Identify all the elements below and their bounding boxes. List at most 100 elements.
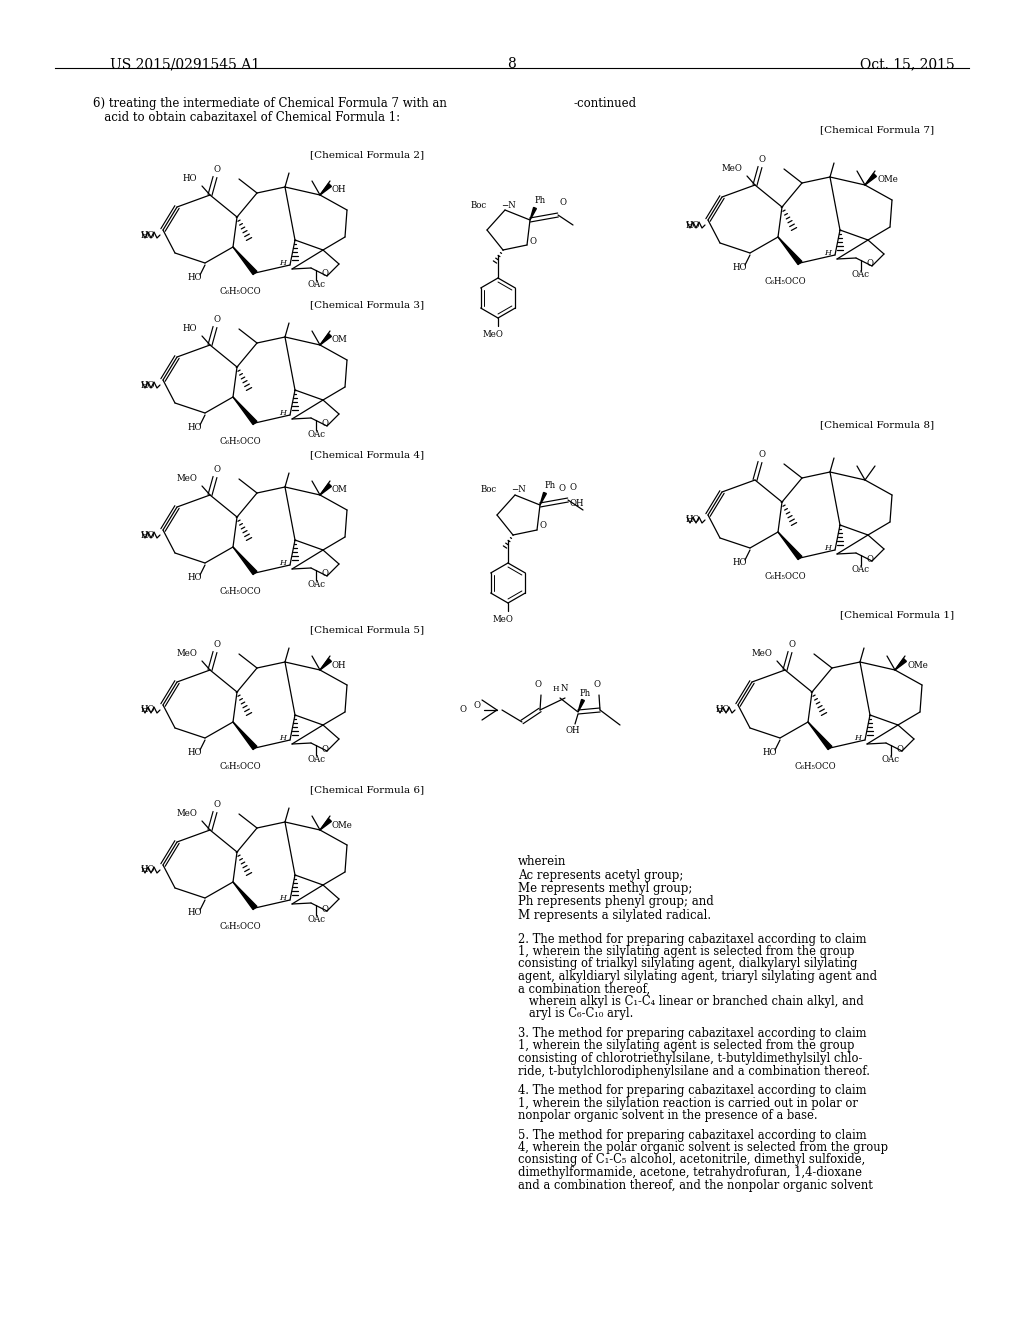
Polygon shape <box>319 483 332 495</box>
Text: HO: HO <box>140 380 155 389</box>
Text: H: H <box>854 734 861 742</box>
Text: -continued: -continued <box>573 96 636 110</box>
Text: O: O <box>213 465 220 474</box>
Text: 4. The method for preparing cabazitaxel according to claim: 4. The method for preparing cabazitaxel … <box>518 1084 866 1097</box>
Polygon shape <box>319 183 332 195</box>
Text: OAc: OAc <box>852 565 870 574</box>
Text: OAc: OAc <box>307 280 325 289</box>
Text: O: O <box>896 744 903 754</box>
Text: HO: HO <box>733 263 748 272</box>
Text: a combination thereof,: a combination thereof, <box>518 982 650 995</box>
Text: 1, wherein the silylating agent is selected from the group: 1, wherein the silylating agent is selec… <box>518 1040 854 1052</box>
Text: N: N <box>561 684 568 693</box>
Text: Ph: Ph <box>535 195 546 205</box>
Polygon shape <box>895 659 906 671</box>
Text: O: O <box>213 800 220 809</box>
Text: −N: −N <box>501 201 516 210</box>
Text: [Chemical Formula 6]: [Chemical Formula 6] <box>310 785 424 795</box>
Text: O: O <box>322 744 329 754</box>
Text: HO: HO <box>140 231 155 239</box>
Text: OAc: OAc <box>307 430 325 440</box>
Text: HO: HO <box>685 220 700 230</box>
Polygon shape <box>319 334 332 345</box>
Text: MeO: MeO <box>721 164 742 173</box>
Text: Boc: Boc <box>481 486 497 495</box>
Text: [Chemical Formula 8]: [Chemical Formula 8] <box>820 420 934 429</box>
Text: nonpolar organic solvent in the presence of a base.: nonpolar organic solvent in the presence… <box>518 1109 817 1122</box>
Text: O: O <box>570 483 577 492</box>
Text: HO: HO <box>187 573 203 582</box>
Text: HO: HO <box>182 174 197 183</box>
Text: [Chemical Formula 5]: [Chemical Formula 5] <box>310 624 424 634</box>
Polygon shape <box>865 174 877 185</box>
Text: O: O <box>322 269 329 279</box>
Text: OMe: OMe <box>907 660 928 669</box>
Text: acid to obtain cabazitaxel of Chemical Formula 1:: acid to obtain cabazitaxel of Chemical F… <box>93 111 400 124</box>
Text: Oct. 15, 2015: Oct. 15, 2015 <box>860 57 954 71</box>
Text: wherein: wherein <box>518 855 566 869</box>
Text: HO: HO <box>716 705 730 714</box>
Polygon shape <box>578 700 585 711</box>
Text: Ph: Ph <box>580 689 591 698</box>
Text: O: O <box>788 640 796 649</box>
Text: MeO: MeO <box>176 809 197 818</box>
Text: OMe: OMe <box>332 821 353 829</box>
Text: HO: HO <box>187 748 203 756</box>
Text: HO: HO <box>685 516 700 524</box>
Text: C₆H₅OCO: C₆H₅OCO <box>764 277 806 286</box>
Text: Me represents methyl group;: Me represents methyl group; <box>518 882 692 895</box>
Text: C₆H₅OCO: C₆H₅OCO <box>219 921 261 931</box>
Text: and a combination thereof, and the nonpolar organic solvent: and a combination thereof, and the nonpo… <box>518 1179 872 1192</box>
Text: OM: OM <box>332 335 348 345</box>
Text: H: H <box>824 249 831 257</box>
Text: H: H <box>279 409 286 417</box>
Text: C₆H₅OCO: C₆H₅OCO <box>219 286 261 296</box>
Text: O: O <box>213 640 220 649</box>
Text: C₆H₅OCO: C₆H₅OCO <box>219 437 261 446</box>
Text: O: O <box>322 904 329 913</box>
Text: aryl is C₆-C₁₀ aryl.: aryl is C₆-C₁₀ aryl. <box>518 1007 634 1020</box>
Text: O: O <box>213 165 220 174</box>
Text: O: O <box>322 420 329 429</box>
Text: MeO: MeO <box>482 330 504 339</box>
Text: HO: HO <box>763 748 777 756</box>
Polygon shape <box>233 546 257 574</box>
Text: MeO: MeO <box>493 615 513 624</box>
Text: HO: HO <box>187 908 203 917</box>
Polygon shape <box>233 247 257 275</box>
Text: O: O <box>460 705 467 714</box>
Text: dimethylformamide, acetone, tetrahydrofuran, 1,4-dioxane: dimethylformamide, acetone, tetrahydrofu… <box>518 1166 862 1179</box>
Polygon shape <box>233 882 257 909</box>
Text: consisting of C₁-C₅ alcohol, acetonitrile, dimethyl sulfoxide,: consisting of C₁-C₅ alcohol, acetonitril… <box>518 1154 865 1167</box>
Text: HO: HO <box>140 866 155 874</box>
Text: agent, alkyldiaryl silylating agent, triaryl silylating agent and: agent, alkyldiaryl silylating agent, tri… <box>518 970 878 983</box>
Text: OM: OM <box>332 486 348 495</box>
Text: −N: −N <box>511 486 525 495</box>
Polygon shape <box>808 722 831 750</box>
Text: O: O <box>213 315 220 323</box>
Text: O: O <box>759 154 766 164</box>
Polygon shape <box>319 818 332 830</box>
Text: [Chemical Formula 7]: [Chemical Formula 7] <box>820 125 934 135</box>
Text: Boc: Boc <box>471 201 487 210</box>
Text: HO: HO <box>140 705 155 714</box>
Text: OAc: OAc <box>852 271 870 279</box>
Text: O: O <box>322 569 329 578</box>
Text: HO: HO <box>187 422 203 432</box>
Text: HO: HO <box>733 558 748 568</box>
Text: MeO: MeO <box>752 649 772 657</box>
Text: O: O <box>866 554 873 564</box>
Text: wherein alkyl is C₁-C₄ linear or branched chain alkyl, and: wherein alkyl is C₁-C₄ linear or branche… <box>518 995 864 1008</box>
Text: consisting of trialkyl silylating agent, dialkylaryl silylating: consisting of trialkyl silylating agent,… <box>518 957 857 970</box>
Text: O: O <box>866 260 873 268</box>
Text: OMe: OMe <box>877 176 898 185</box>
Text: O: O <box>560 198 567 207</box>
Polygon shape <box>778 238 802 264</box>
Text: [Chemical Formula 4]: [Chemical Formula 4] <box>310 450 424 459</box>
Polygon shape <box>233 722 257 750</box>
Text: C₆H₅OCO: C₆H₅OCO <box>219 762 261 771</box>
Text: OAc: OAc <box>307 915 325 924</box>
Text: OH: OH <box>565 726 581 735</box>
Text: 5. The method for preparing cabazitaxel according to claim: 5. The method for preparing cabazitaxel … <box>518 1129 866 1142</box>
Text: OH: OH <box>570 499 585 507</box>
